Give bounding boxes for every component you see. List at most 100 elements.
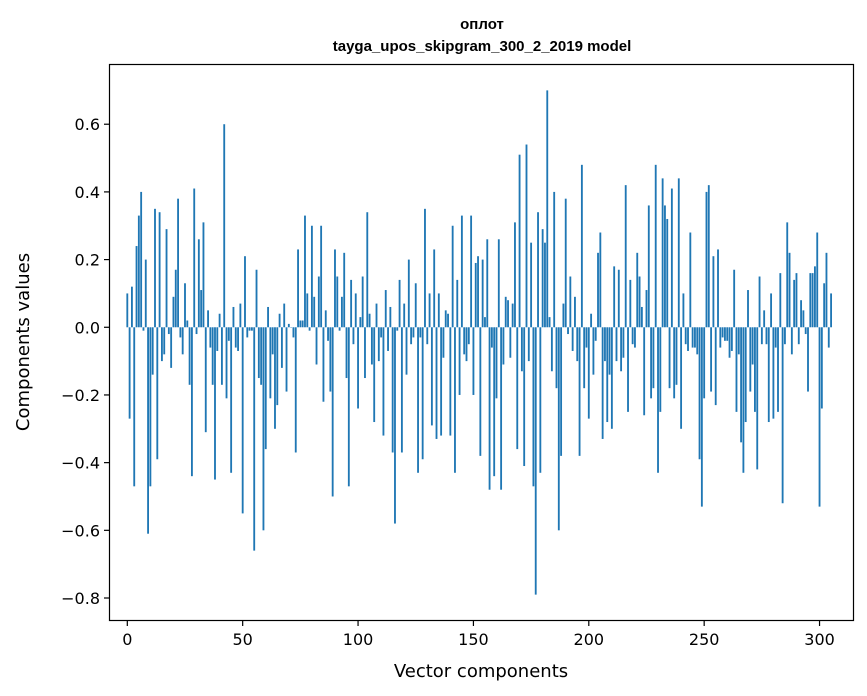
bar-64 xyxy=(274,327,276,429)
bar-176 xyxy=(532,327,535,487)
bar-74 xyxy=(297,249,299,328)
bar-179 xyxy=(539,327,542,473)
bar-123 xyxy=(410,327,413,345)
bar-260 xyxy=(726,327,729,341)
bar-36 xyxy=(209,327,212,348)
y-tick-label: 0.0 xyxy=(75,318,100,337)
bar-21 xyxy=(174,269,177,328)
x-tick-label: 100 xyxy=(343,630,374,649)
bar-214 xyxy=(620,327,623,372)
bar-45 xyxy=(230,327,233,473)
y-tick-label: 0.6 xyxy=(75,115,100,134)
y-tick-label: −0.8 xyxy=(61,589,100,608)
bar-38 xyxy=(214,327,216,480)
bar-251 xyxy=(705,191,708,328)
bar-73 xyxy=(294,327,297,453)
bar-300 xyxy=(818,327,821,507)
bar-101 xyxy=(359,317,362,328)
bar-117 xyxy=(396,327,399,331)
bar-112 xyxy=(384,290,387,328)
bar-51 xyxy=(244,256,246,328)
bar-124 xyxy=(412,327,415,338)
bar-27 xyxy=(188,327,191,385)
bar-277 xyxy=(765,327,768,345)
bar-20 xyxy=(172,296,175,328)
bar-188 xyxy=(560,327,563,456)
bar-226 xyxy=(647,205,650,328)
bar-299 xyxy=(816,232,819,328)
bar-69 xyxy=(285,327,288,392)
bar-100 xyxy=(357,327,359,409)
bar-237 xyxy=(673,327,676,399)
bar-146 xyxy=(463,327,466,355)
bar-198 xyxy=(583,327,586,389)
bar-301 xyxy=(820,327,823,409)
bar-103 xyxy=(364,327,366,379)
bar-63 xyxy=(271,327,274,355)
bar-60 xyxy=(264,327,267,450)
bar-2 xyxy=(130,286,133,328)
bar-16 xyxy=(163,327,166,355)
bar-72 xyxy=(292,327,295,338)
bar-236 xyxy=(670,188,673,328)
bar-37 xyxy=(211,327,214,385)
bar-132 xyxy=(430,327,433,426)
bar-158 xyxy=(490,327,493,348)
bar-269 xyxy=(747,290,749,328)
bar-119 xyxy=(400,327,403,453)
bar-160 xyxy=(495,327,498,399)
bar-272 xyxy=(754,327,756,412)
bar-268 xyxy=(744,327,747,423)
bar-280 xyxy=(772,327,775,419)
bar-292 xyxy=(800,300,803,328)
y-axis-ticks: −0.8 −0.6 −0.4 −0.2 0.0 0.2 0.4 0.6 xyxy=(61,115,110,608)
bar-210 xyxy=(610,327,613,429)
x-tick-label: 0 xyxy=(122,630,132,649)
bar-181 xyxy=(544,242,546,328)
bar-1 xyxy=(128,327,131,419)
bar-165 xyxy=(507,300,509,328)
bar-217 xyxy=(627,327,629,412)
bar-183 xyxy=(548,317,551,328)
bar-157 xyxy=(488,327,491,490)
bar-99 xyxy=(354,293,357,328)
bar-168 xyxy=(514,222,516,328)
bar-195 xyxy=(576,327,579,362)
bar-120 xyxy=(403,303,406,328)
bar-209 xyxy=(608,327,611,375)
bar-161 xyxy=(497,239,500,328)
bar-242 xyxy=(684,327,687,345)
bar-91 xyxy=(336,276,339,328)
bar-145 xyxy=(460,215,463,328)
bar-33 xyxy=(202,222,205,328)
bar-147 xyxy=(465,327,468,362)
bar-142 xyxy=(454,327,456,473)
bar-4 xyxy=(135,246,138,328)
bar-134 xyxy=(435,327,438,439)
bar-31 xyxy=(197,239,200,328)
bar-199 xyxy=(585,327,588,348)
bar-243 xyxy=(687,327,689,351)
bar-41 xyxy=(220,327,223,385)
bar-47 xyxy=(234,327,237,348)
bar-180 xyxy=(541,229,544,328)
bar-98 xyxy=(352,327,355,345)
bar-34 xyxy=(204,327,207,433)
bar-54 xyxy=(250,327,253,331)
bar-126 xyxy=(417,327,419,473)
bar-173 xyxy=(525,144,528,328)
bar-233 xyxy=(664,205,666,328)
bar-255 xyxy=(714,327,717,406)
bar-121 xyxy=(405,327,408,375)
bar-238 xyxy=(675,327,678,385)
bar-19 xyxy=(170,327,173,368)
bar-278 xyxy=(767,327,770,423)
bar-279 xyxy=(770,293,773,328)
bar-206 xyxy=(601,327,604,439)
bar-218 xyxy=(629,279,632,328)
bar-50 xyxy=(241,327,244,514)
bar-178 xyxy=(537,212,539,328)
bar-93 xyxy=(340,296,343,328)
bar-175 xyxy=(530,242,533,328)
